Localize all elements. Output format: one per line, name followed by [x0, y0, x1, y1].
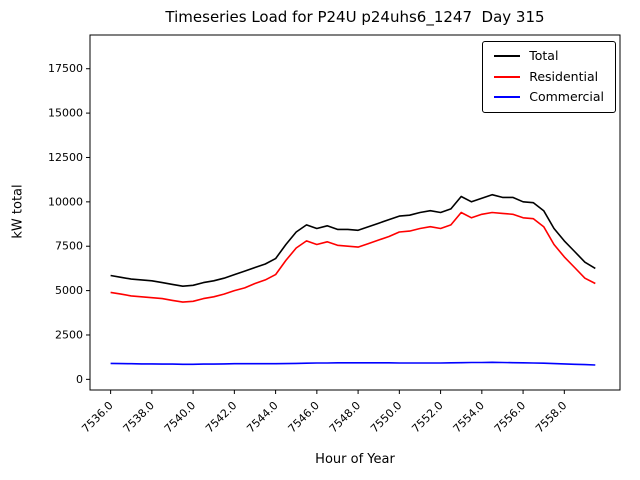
series-line-total	[110, 193, 596, 288]
y-tick-label: 5000	[55, 284, 83, 297]
y-tick-label: 10000	[48, 195, 83, 208]
y-tick-label: 2500	[55, 328, 83, 341]
x-tick-label: 7542.0	[203, 399, 239, 435]
x-tick-label: 7546.0	[286, 399, 322, 435]
x-tick-label: 7540.0	[162, 399, 198, 435]
x-tick-label: 7538.0	[121, 399, 157, 435]
x-tick-label: 7536.0	[79, 399, 115, 435]
y-tick-label: 12500	[48, 151, 83, 164]
x-tick-label: 7556.0	[492, 399, 528, 435]
x-axis-label: Hour of Year	[315, 452, 395, 467]
legend: Total Residential Commercial	[482, 41, 616, 113]
legend-label-commercial: Commercial	[529, 89, 604, 104]
y-tick-label: 0	[76, 373, 83, 386]
legend-entry-residential: Residential	[494, 68, 604, 84]
legend-label-residential: Residential	[529, 68, 599, 84]
series-line-residential	[110, 211, 596, 303]
legend-line-residential-icon	[494, 75, 521, 78]
legend-line-total-icon	[494, 55, 521, 58]
series-line-commercial	[110, 361, 596, 366]
legend-line-commercial-icon	[494, 96, 521, 99]
x-tick-label: 7554.0	[451, 399, 487, 435]
x-tick-label: 7548.0	[327, 399, 363, 435]
x-tick-label: 7544.0	[244, 399, 280, 435]
x-tick-label: 7550.0	[368, 399, 404, 435]
legend-label-total: Total	[529, 48, 559, 63]
legend-entry-commercial: Commercial	[494, 89, 604, 104]
x-tick-label: 7552.0	[409, 399, 445, 435]
x-tick-label: 7558.0	[533, 399, 569, 435]
legend-entry-total: Total	[494, 48, 604, 63]
y-tick-label: 15000	[48, 107, 83, 120]
chart-title: Timeseries Load for P24U p24uhs6_1247 Da…	[165, 8, 545, 26]
y-tick-label: 17500	[48, 62, 83, 75]
y-tick-label: 7500	[55, 240, 83, 253]
y-axis-label: kW total	[10, 184, 26, 239]
axes-border	[89, 34, 621, 391]
